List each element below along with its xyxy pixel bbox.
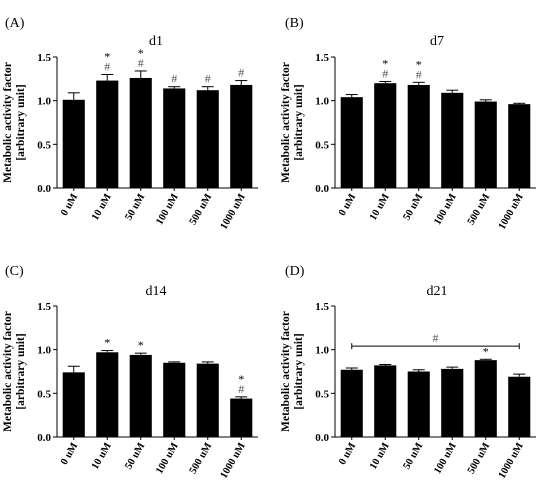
x-tick-label: 500 uM bbox=[188, 441, 215, 476]
x-tick-label: 10 uM bbox=[368, 441, 392, 472]
bar bbox=[441, 92, 464, 188]
x-tick-label: 50 uM bbox=[401, 192, 425, 223]
significance-star: * bbox=[138, 46, 144, 60]
y-axis-label-unit: [arbitrary unit] bbox=[15, 84, 27, 160]
x-tick-label: 10 uM bbox=[90, 441, 114, 472]
x-tick-label: 100 uM bbox=[432, 192, 459, 227]
y-tick-label: 0.0 bbox=[315, 183, 329, 195]
x-tick-label: 10 uM bbox=[368, 192, 392, 223]
panel-title: d1 bbox=[149, 34, 163, 49]
bar bbox=[374, 83, 397, 188]
significance-star: * bbox=[382, 56, 388, 70]
bar bbox=[96, 352, 119, 437]
x-tick-label: 0 uM bbox=[337, 441, 358, 467]
panel-title: d14 bbox=[146, 284, 167, 299]
x-tick-label: 10 uM bbox=[90, 192, 114, 223]
panel-title: d21 bbox=[427, 284, 448, 299]
y-tick-label: 1.0 bbox=[315, 96, 329, 108]
bar bbox=[407, 84, 430, 188]
significance-hash: # bbox=[171, 72, 177, 86]
y-tick-label: 1.5 bbox=[315, 301, 329, 313]
bar bbox=[196, 90, 219, 188]
significance-star: * bbox=[483, 344, 489, 358]
y-axis-label-unit: [arbitrary unit] bbox=[293, 84, 305, 160]
y-axis-label: Metabolic activity factor bbox=[2, 311, 14, 432]
x-tick-label: 0 uM bbox=[59, 441, 80, 467]
significance-hash: # bbox=[382, 66, 388, 80]
x-tick-label: 1000 uM bbox=[219, 441, 248, 481]
bar bbox=[129, 354, 152, 437]
significance-star: * bbox=[104, 49, 110, 63]
significance-star: * bbox=[416, 57, 422, 71]
panel-label: (A) bbox=[5, 16, 25, 31]
y-tick-label: 0.5 bbox=[315, 388, 329, 400]
panel-label: (D) bbox=[285, 264, 305, 279]
bar bbox=[96, 80, 119, 188]
bar bbox=[474, 360, 497, 437]
bar bbox=[163, 362, 186, 437]
panel-label: (C) bbox=[5, 264, 24, 279]
bar bbox=[62, 99, 85, 188]
y-tick-label: 0.0 bbox=[37, 432, 51, 444]
bar bbox=[508, 104, 531, 188]
panel-title: d7 bbox=[430, 34, 444, 49]
bar bbox=[230, 398, 253, 437]
x-tick-label: 0 uM bbox=[337, 192, 358, 218]
x-tick-label: 100 uM bbox=[154, 441, 181, 476]
y-tick-label: 1.5 bbox=[37, 52, 51, 64]
y-tick-label: 0.5 bbox=[37, 139, 51, 151]
x-tick-label: 1000 uM bbox=[219, 192, 248, 232]
significance-hash: # bbox=[138, 56, 144, 70]
x-tick-label: 1000 uM bbox=[497, 192, 526, 232]
y-tick-label: 0.5 bbox=[315, 139, 329, 151]
bar bbox=[230, 84, 253, 188]
y-tick-label: 1.5 bbox=[37, 301, 51, 313]
x-tick-label: 500 uM bbox=[466, 192, 493, 227]
y-tick-label: 1.0 bbox=[315, 345, 329, 357]
x-tick-label: 0 uM bbox=[59, 192, 80, 218]
y-tick-label: 1.5 bbox=[315, 52, 329, 64]
bar bbox=[129, 77, 152, 188]
significance-hash: # bbox=[416, 67, 422, 81]
y-axis-label: Metabolic activity factor bbox=[280, 62, 292, 183]
y-tick-label: 0.0 bbox=[315, 432, 329, 444]
y-tick-label: 1.0 bbox=[37, 345, 51, 357]
bracket-symbol: # bbox=[433, 331, 439, 345]
significance-hash: # bbox=[104, 59, 110, 73]
y-axis-label-unit: [arbitrary unit] bbox=[15, 333, 27, 409]
significance-star: * bbox=[138, 338, 144, 352]
y-tick-label: 1.0 bbox=[37, 96, 51, 108]
significance-star: * bbox=[104, 336, 110, 350]
x-tick-label: 50 uM bbox=[401, 441, 425, 472]
bar bbox=[474, 101, 497, 188]
bar bbox=[340, 369, 363, 437]
bar bbox=[163, 88, 186, 188]
y-tick-label: 0.0 bbox=[37, 183, 51, 195]
x-tick-label: 50 uM bbox=[123, 192, 147, 223]
x-tick-label: 500 uM bbox=[188, 192, 215, 227]
x-tick-label: 1000 uM bbox=[497, 441, 526, 481]
bar bbox=[340, 97, 363, 188]
significance-hash: # bbox=[205, 72, 211, 86]
y-axis-label-unit: [arbitrary unit] bbox=[293, 333, 305, 409]
significance-hash: # bbox=[238, 66, 244, 80]
bar bbox=[441, 368, 464, 437]
y-axis-label: Metabolic activity factor bbox=[2, 62, 14, 183]
bar bbox=[407, 371, 430, 437]
bar bbox=[374, 365, 397, 437]
bar bbox=[62, 372, 85, 437]
y-axis-label: Metabolic activity factor bbox=[280, 311, 292, 432]
significance-star: * bbox=[238, 372, 244, 386]
bar bbox=[196, 363, 219, 437]
x-tick-label: 100 uM bbox=[154, 192, 181, 227]
x-tick-label: 50 uM bbox=[123, 441, 147, 472]
bar bbox=[508, 376, 531, 437]
y-tick-label: 0.5 bbox=[37, 388, 51, 400]
significance-hash: # bbox=[238, 382, 244, 396]
x-tick-label: 500 uM bbox=[466, 441, 493, 476]
x-tick-label: 100 uM bbox=[432, 441, 459, 476]
panel-label: (B) bbox=[285, 16, 304, 31]
